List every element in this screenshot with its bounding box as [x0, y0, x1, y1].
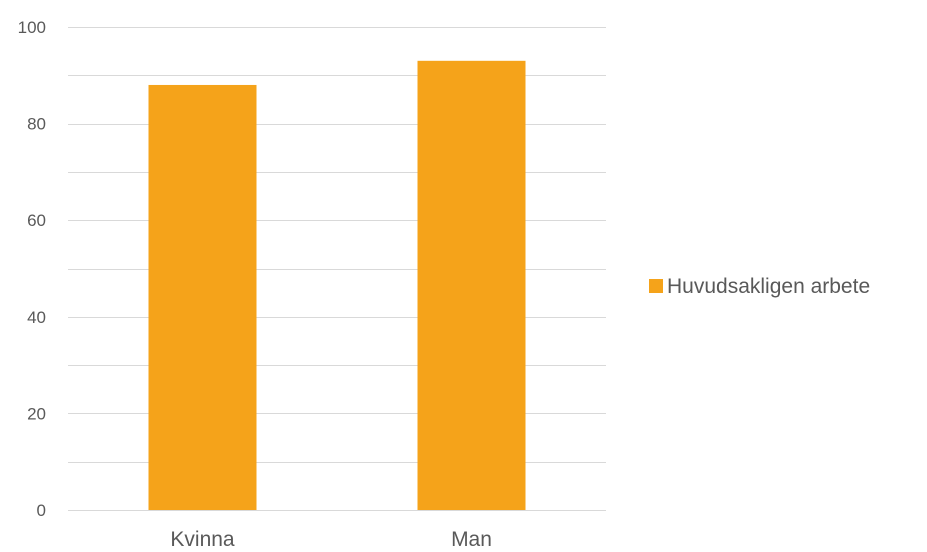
y-tick-label: 40 — [27, 308, 46, 327]
y-tick-label: 60 — [27, 211, 46, 230]
y-tick-label: 20 — [27, 404, 46, 423]
legend: Huvudsakligen arbete — [649, 275, 870, 298]
legend-swatch — [649, 279, 663, 293]
x-tick-label: Man — [451, 528, 492, 551]
bar-kvinna — [148, 84, 257, 511]
bar-man — [417, 60, 526, 511]
x-axis: Kvinna Man — [170, 528, 492, 551]
x-tick-label: Kvinna — [170, 528, 235, 551]
y-tick-label: 100 — [18, 18, 46, 37]
legend-label: Huvudsakligen arbete — [667, 275, 870, 298]
bars — [148, 60, 526, 511]
y-tick-label: 0 — [37, 501, 46, 520]
y-axis: 0 20 40 60 80 100 — [18, 18, 46, 520]
y-tick-label: 80 — [27, 115, 46, 134]
